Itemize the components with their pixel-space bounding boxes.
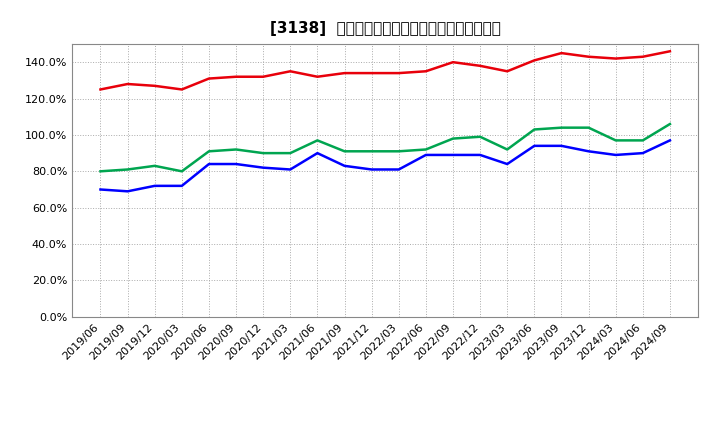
当座比率 xyxy=(639,138,647,143)
当座比率 xyxy=(557,125,566,130)
現頓金比率 xyxy=(611,152,620,158)
流動比率 xyxy=(259,74,268,79)
当座比率 xyxy=(503,147,511,152)
流動比率 xyxy=(204,76,213,81)
現頓金比率 xyxy=(313,150,322,156)
流動比率 xyxy=(611,56,620,61)
現頓金比率 xyxy=(557,143,566,148)
Line: 流動比率: 流動比率 xyxy=(101,51,670,89)
現頓金比率 xyxy=(259,165,268,170)
現頓金比率 xyxy=(395,167,403,172)
流動比率 xyxy=(395,70,403,76)
現頓金比率 xyxy=(150,183,159,188)
現頓金比率 xyxy=(639,150,647,156)
流動比率 xyxy=(286,69,294,74)
当座比率 xyxy=(123,167,132,172)
現頓金比率 xyxy=(503,161,511,167)
当座比率 xyxy=(530,127,539,132)
流動比率 xyxy=(123,81,132,87)
流動比率 xyxy=(530,58,539,63)
現頓金比率 xyxy=(449,152,457,158)
当座比率 xyxy=(286,150,294,156)
当座比率 xyxy=(341,149,349,154)
Title: [3138]  流動比率、当座比率、現頓金比率の推移: [3138] 流動比率、当座比率、現頓金比率の推移 xyxy=(270,21,500,36)
当座比率 xyxy=(204,149,213,154)
流動比率 xyxy=(639,54,647,59)
流動比率 xyxy=(665,49,674,54)
現頓金比率 xyxy=(96,187,105,192)
当座比率 xyxy=(96,169,105,174)
流動比率 xyxy=(367,70,376,76)
流動比率 xyxy=(232,74,240,79)
流動比率 xyxy=(341,70,349,76)
現頓金比率 xyxy=(178,183,186,188)
現頓金比率 xyxy=(367,167,376,172)
現頓金比率 xyxy=(204,161,213,167)
流動比率 xyxy=(178,87,186,92)
当座比率 xyxy=(178,169,186,174)
流動比率 xyxy=(96,87,105,92)
流動比率 xyxy=(449,59,457,65)
Legend: 流動比率, 当座比率, 現頓金比率: 流動比率, 当座比率, 現頓金比率 xyxy=(260,438,510,440)
Line: 当座比率: 当座比率 xyxy=(101,124,670,171)
現頓金比率 xyxy=(286,167,294,172)
流動比率 xyxy=(313,74,322,79)
現頓金比率 xyxy=(476,152,485,158)
流動比率 xyxy=(476,63,485,69)
当座比率 xyxy=(313,138,322,143)
流動比率 xyxy=(584,54,593,59)
当座比率 xyxy=(232,147,240,152)
現頓金比率 xyxy=(584,149,593,154)
現頓金比率 xyxy=(341,163,349,169)
当座比率 xyxy=(449,136,457,141)
当座比率 xyxy=(665,121,674,127)
現頓金比率 xyxy=(530,143,539,148)
現頓金比率 xyxy=(665,138,674,143)
当座比率 xyxy=(259,150,268,156)
現頓金比率 xyxy=(232,161,240,167)
現頓金比率 xyxy=(421,152,430,158)
当座比率 xyxy=(611,138,620,143)
流動比率 xyxy=(503,69,511,74)
当座比率 xyxy=(150,163,159,169)
Line: 現頓金比率: 現頓金比率 xyxy=(101,140,670,191)
当座比率 xyxy=(476,134,485,139)
流動比率 xyxy=(557,51,566,56)
流動比率 xyxy=(421,69,430,74)
流動比率 xyxy=(150,83,159,88)
当座比率 xyxy=(421,147,430,152)
当座比率 xyxy=(584,125,593,130)
当座比率 xyxy=(367,149,376,154)
当座比率 xyxy=(395,149,403,154)
現頓金比率 xyxy=(123,189,132,194)
